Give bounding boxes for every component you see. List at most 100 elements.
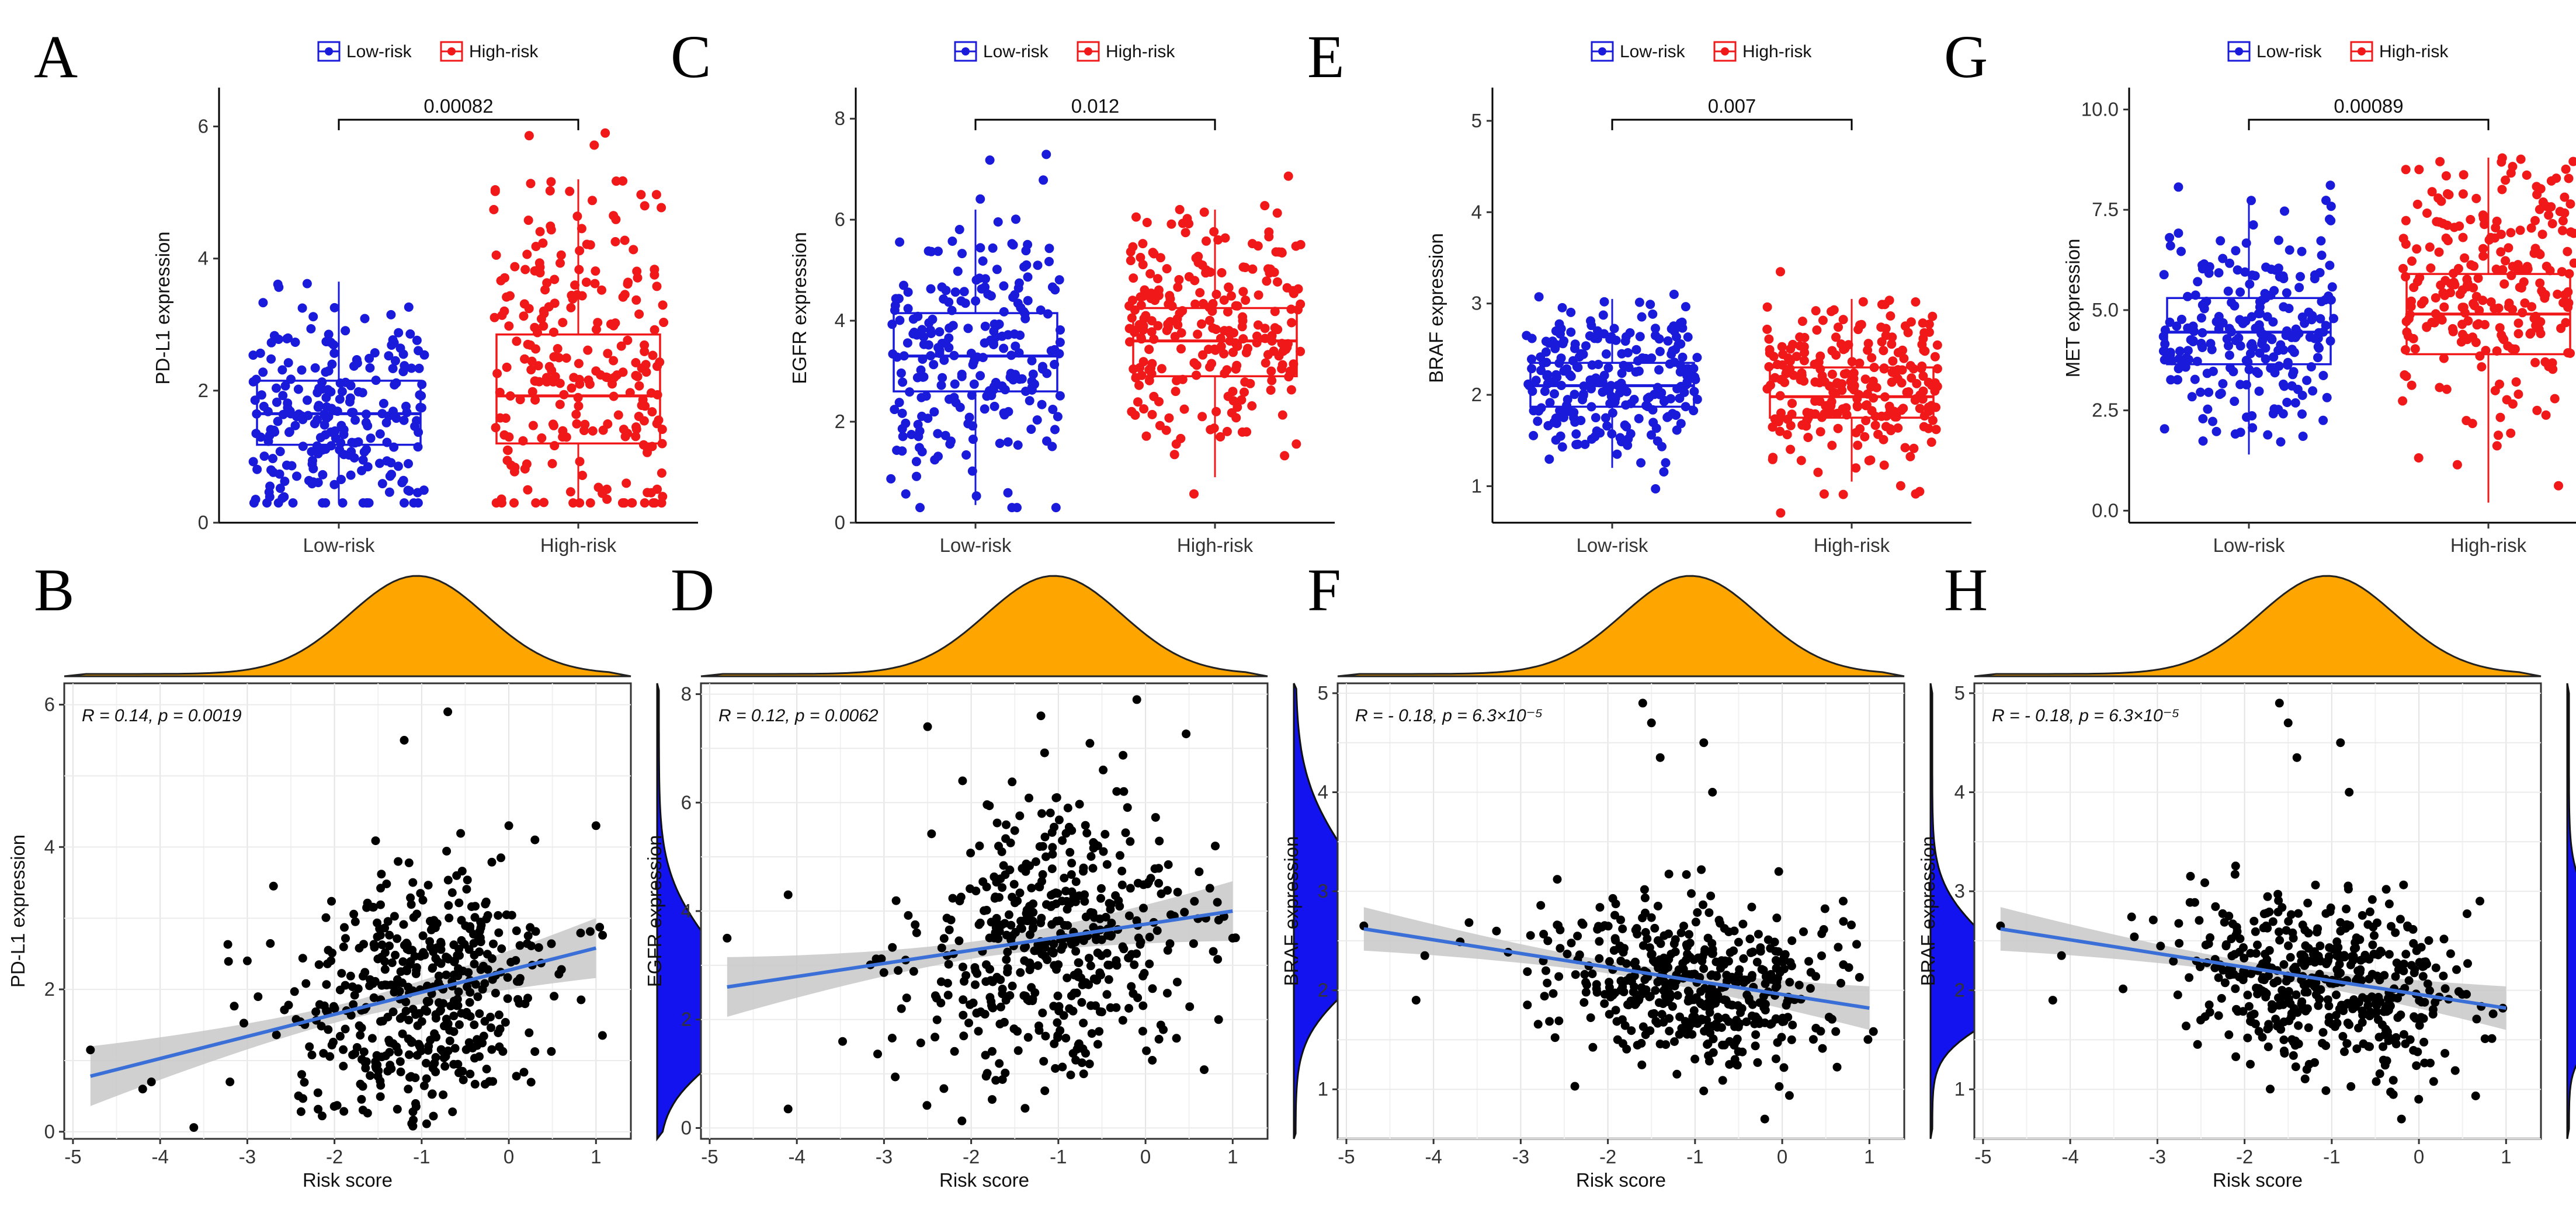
data-point [463, 875, 472, 885]
data-point [2425, 986, 2434, 995]
data-point [520, 265, 530, 274]
data-point [2497, 185, 2507, 194]
data-point [931, 1033, 940, 1042]
data-point [2481, 346, 2491, 356]
panel-letter: A [34, 23, 78, 91]
x-tick-label: -5 [64, 1146, 81, 1167]
data-point [483, 911, 492, 920]
data-point [1214, 1015, 1223, 1024]
y-axis-title: BRAF expression [1425, 233, 1447, 383]
data-point [1919, 345, 1929, 355]
data-point [565, 487, 575, 497]
data-point [872, 954, 881, 964]
data-point [652, 281, 662, 291]
data-point [999, 410, 1009, 420]
data-point [956, 296, 966, 306]
data-point [1918, 386, 1928, 396]
data-point [1663, 412, 1673, 422]
data-point [339, 429, 349, 439]
data-point [1049, 948, 1058, 958]
data-point [2303, 898, 2313, 908]
data-point [1118, 942, 1127, 951]
data-point [2556, 324, 2566, 333]
data-point [404, 459, 413, 468]
data-point [631, 432, 641, 442]
data-point [1804, 957, 1813, 966]
data-point [1126, 884, 1135, 893]
data-point [1554, 921, 1563, 930]
data-point [1047, 346, 1057, 356]
data-point [572, 419, 582, 429]
data-point [1924, 319, 1934, 329]
data-point [1578, 389, 1588, 399]
data-point [439, 1090, 448, 1100]
x-tick-label: -3 [876, 1146, 893, 1167]
data-point [1067, 887, 1077, 896]
data-point [1243, 343, 1252, 353]
data-point [2253, 989, 2262, 999]
data-point [1237, 395, 1247, 405]
data-point [358, 455, 368, 465]
data-point [609, 356, 619, 366]
data-point [320, 1001, 329, 1010]
data-point [1181, 228, 1190, 238]
data-point [1223, 307, 1233, 317]
data-point [454, 944, 464, 954]
data-point [2346, 960, 2355, 969]
data-point [2325, 907, 2335, 916]
data-point [482, 1065, 491, 1073]
data-point [1567, 939, 1576, 948]
data-point [266, 354, 276, 364]
data-point [2547, 219, 2557, 228]
data-point [321, 392, 331, 402]
data-point [1029, 899, 1038, 909]
data-point [2282, 398, 2292, 407]
data-point [1063, 974, 1072, 982]
data-point [946, 915, 956, 925]
data-point [1831, 350, 1841, 360]
data-point [401, 998, 411, 1007]
legend-key-dot [1598, 47, 1606, 55]
data-point [365, 363, 375, 373]
y-tick-label: 4 [681, 900, 692, 922]
data-point [1551, 326, 1561, 336]
data-point [1808, 1035, 1818, 1044]
data-point [1712, 971, 1721, 980]
regression-line [90, 946, 597, 1078]
data-point [2563, 348, 2573, 358]
data-point [1208, 323, 1218, 333]
data-point [2504, 243, 2513, 253]
data-point [297, 303, 307, 313]
data-point [1133, 878, 1143, 888]
data-point [512, 977, 522, 986]
data-point [475, 947, 484, 957]
data-point [2176, 314, 2186, 324]
data-point [659, 318, 669, 327]
data-point [634, 309, 644, 319]
data-point [1103, 960, 1113, 969]
data-point [1554, 1016, 1564, 1026]
y-tick-label: 2 [1318, 979, 1328, 1001]
data-point [1084, 954, 1093, 963]
data-point [2415, 1021, 2424, 1030]
data-point [1015, 811, 1025, 821]
data-point [1693, 1019, 1702, 1028]
data-point [1025, 793, 1033, 802]
data-point [412, 335, 422, 345]
data-point [1656, 939, 1665, 948]
data-point [401, 401, 411, 411]
data-point [993, 217, 1003, 227]
data-point [618, 292, 628, 302]
data-point [2331, 1011, 2341, 1020]
data-point [1027, 961, 1036, 971]
data-point [2214, 973, 2223, 982]
data-point [1138, 325, 1148, 335]
data-point [897, 446, 907, 456]
data-point [2315, 314, 2325, 324]
data-point [459, 1075, 468, 1085]
data-point [357, 1094, 366, 1104]
data-point [1619, 948, 1628, 957]
data-point [1003, 968, 1012, 977]
data-point [2457, 319, 2467, 329]
